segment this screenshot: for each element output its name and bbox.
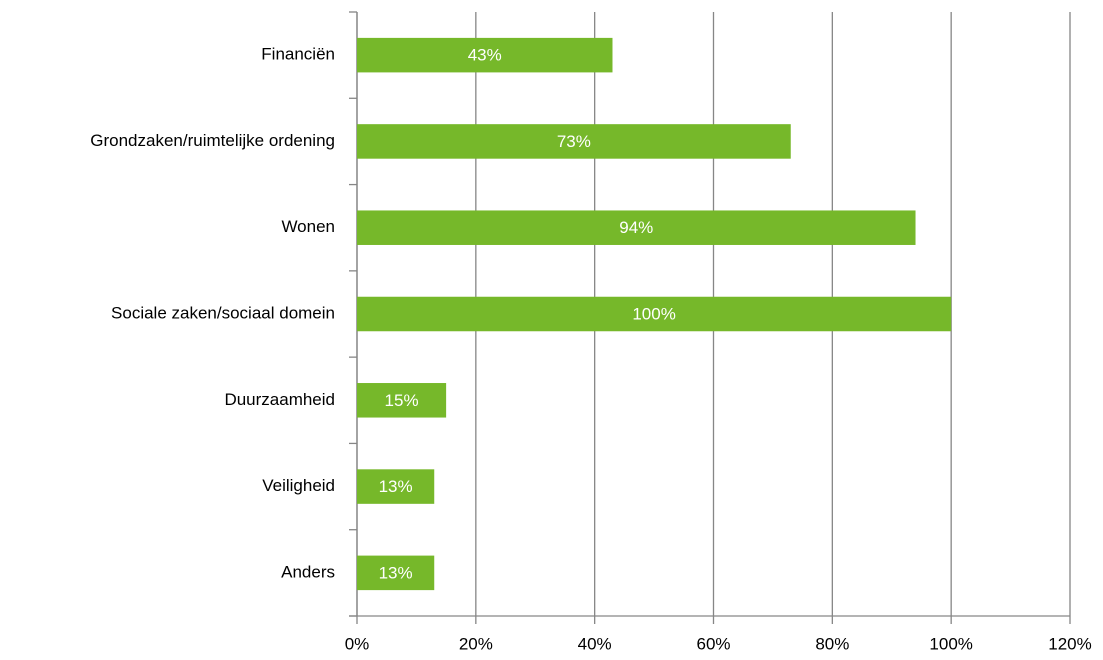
y-tick-label: Sociale zaken/sociaal domein [111,303,335,322]
bar [357,469,435,504]
x-tick-label: 40% [578,634,612,653]
x-tick-label: 120% [1048,634,1091,653]
x-tick-label: 60% [696,634,730,653]
value-label: 100% [632,304,675,323]
value-label: 13% [379,477,413,496]
bar [357,383,447,418]
value-label: 15% [385,391,419,410]
x-tick-label: 80% [815,634,849,653]
y-tick-label: Financiën [261,45,335,64]
y-tick-label: Wonen [281,217,335,236]
y-tick-label: Veiligheid [262,476,335,495]
value-label: 94% [619,218,653,237]
value-label: 73% [557,132,591,151]
y-tick-label: Anders [281,562,335,581]
bar [357,296,952,332]
x-tick-label: 20% [459,634,493,653]
y-tick-label: Duurzaamheid [224,390,335,409]
x-tick-label: 100% [929,634,972,653]
value-label: 43% [468,46,502,65]
bar [357,37,613,73]
bar [357,210,916,245]
x-tick-label: 0% [345,634,370,653]
bar [357,124,791,159]
value-label: 13% [379,563,413,582]
bar [357,555,435,591]
y-tick-label: Grondzaken/ruimtelijke ordening [90,131,335,150]
